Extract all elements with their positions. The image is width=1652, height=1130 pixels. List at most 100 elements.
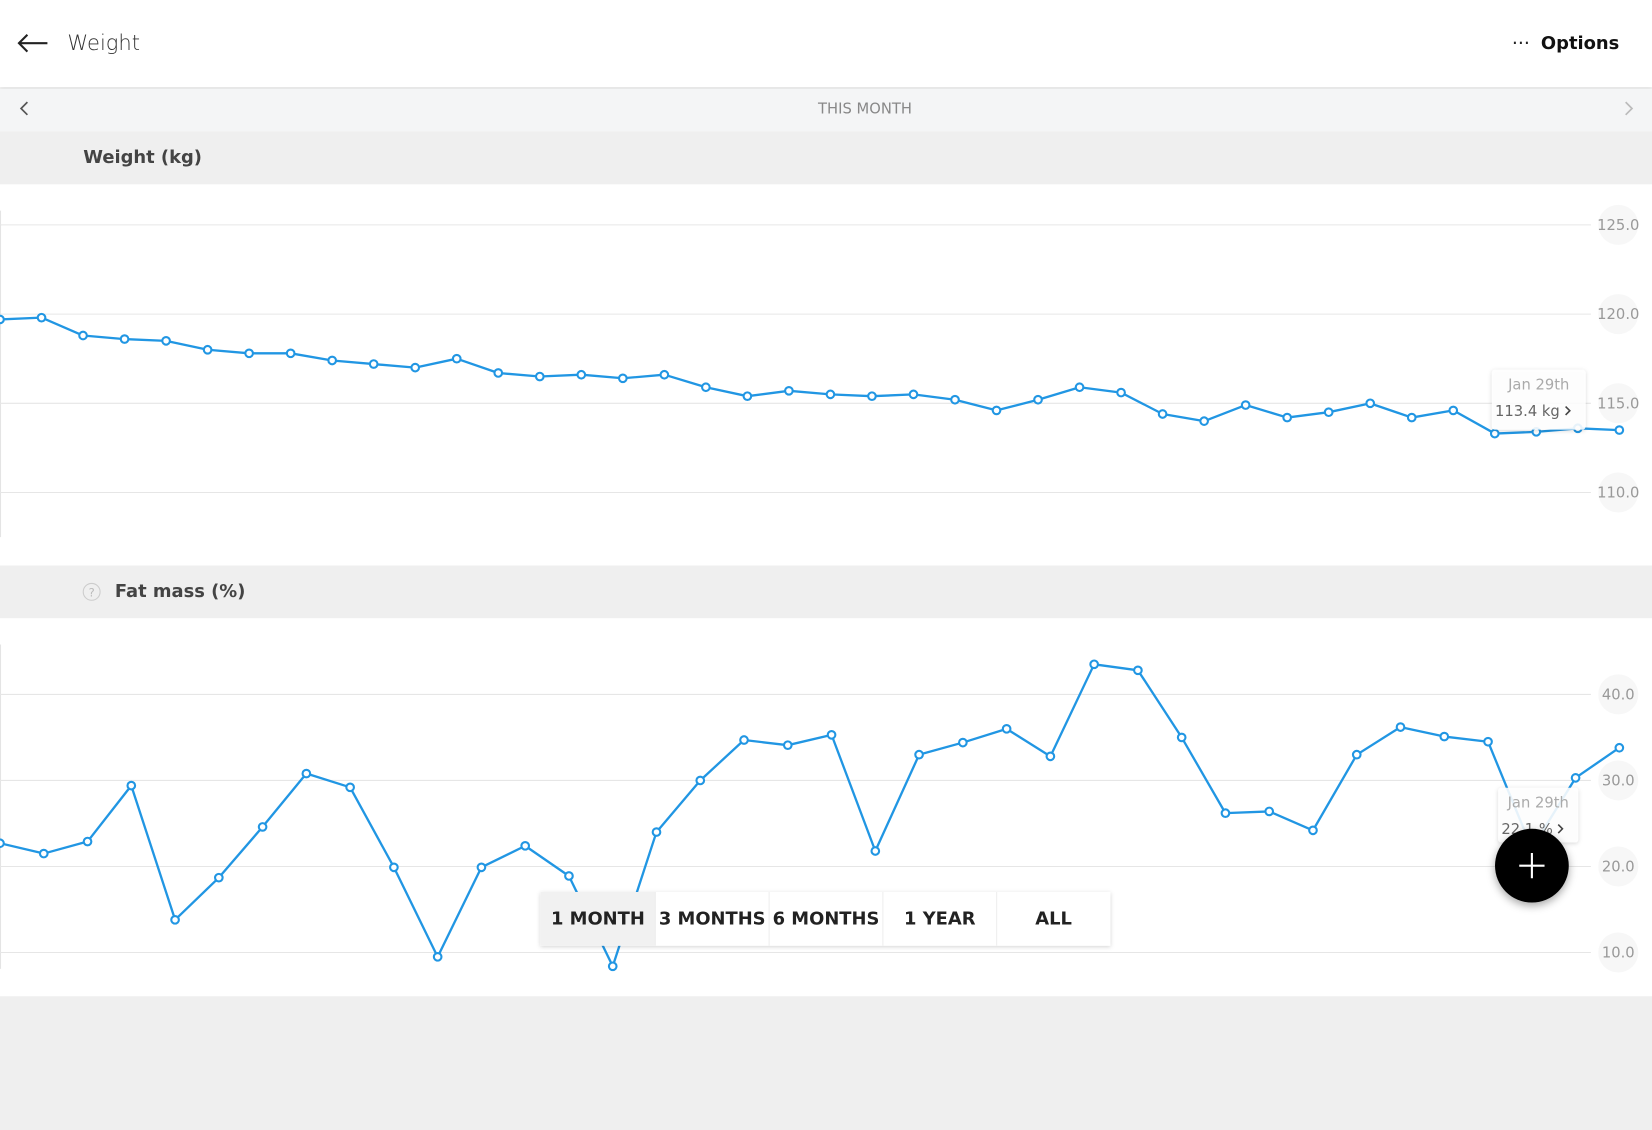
range-button[interactable]: 1 YEAR	[904, 908, 976, 929]
data-point[interactable]	[1448, 405, 1459, 416]
data-point[interactable]	[870, 846, 881, 856]
data-point[interactable]	[1133, 665, 1143, 676]
tick-bubble	[1598, 383, 1639, 424]
data-point[interactable]	[38, 848, 49, 859]
data-point[interactable]	[1406, 412, 1417, 423]
data-point[interactable]	[1199, 416, 1209, 426]
next-period[interactable]	[1625, 101, 1634, 116]
data-point[interactable]	[1365, 398, 1376, 409]
range-button[interactable]: ALL	[1035, 908, 1072, 929]
add-button[interactable]	[1495, 828, 1569, 903]
data-point[interactable]	[1351, 749, 1362, 760]
chart-title: Weight (kg)	[83, 147, 202, 168]
page-title: Weight	[67, 30, 140, 55]
data-point[interactable]	[327, 355, 338, 366]
data-point[interactable]	[784, 385, 794, 396]
prev-period[interactable]	[19, 101, 28, 116]
data-point[interactable]	[1282, 412, 1293, 423]
options-button[interactable]: Options	[1541, 33, 1619, 54]
data-point[interactable]	[659, 369, 670, 380]
data-point[interactable]	[867, 391, 877, 402]
data-point[interactable]	[257, 822, 268, 832]
data-point[interactable]	[285, 348, 296, 359]
data-point[interactable]	[825, 389, 836, 400]
data-point[interactable]	[1001, 723, 1012, 734]
data-point[interactable]	[695, 775, 706, 786]
data-point[interactable]	[170, 914, 180, 925]
data-point[interactable]	[739, 735, 749, 745]
tooltip-chevron	[1565, 405, 1571, 416]
data-point[interactable]	[742, 391, 753, 402]
y-tick-label: 125.0	[1597, 217, 1639, 234]
tick-bubble	[1598, 204, 1639, 245]
range-button[interactable]: 6 MONTHS	[773, 908, 880, 929]
data-point[interactable]	[1074, 382, 1085, 393]
data-point[interactable]	[1157, 409, 1168, 419]
data-point[interactable]	[36, 312, 47, 323]
data-point[interactable]	[534, 371, 545, 382]
add-button-icon	[1519, 853, 1545, 879]
data-point[interactable]	[1614, 425, 1625, 435]
data-point[interactable]	[1570, 773, 1581, 783]
data-point[interactable]	[1045, 751, 1056, 762]
data-point[interactable]	[493, 368, 504, 378]
chart: Weight (kg) 110.0 115.0 120.0 125.0 Jan 29th 1…	[0, 147, 1639, 538]
data-point[interactable]	[651, 827, 662, 837]
data-point[interactable]	[607, 961, 618, 972]
tooltip-date: Jan 29th	[1507, 376, 1569, 393]
data-point[interactable]	[368, 359, 379, 369]
data-point[interactable]	[1323, 407, 1334, 418]
data-point[interactable]	[1033, 394, 1043, 405]
data-point[interactable]	[520, 840, 531, 851]
data-point[interactable]	[950, 394, 960, 405]
data-point[interactable]	[908, 389, 919, 400]
data-point[interactable]	[576, 369, 587, 380]
data-point[interactable]	[161, 336, 171, 346]
data-point[interactable]	[476, 862, 487, 873]
data-point[interactable]	[1489, 428, 1500, 439]
data-point[interactable]	[1264, 806, 1275, 817]
data-point[interactable]	[1395, 722, 1406, 732]
data-point[interactable]	[1308, 825, 1318, 836]
data-point[interactable]	[389, 862, 399, 873]
back-button[interactable]	[17, 34, 48, 53]
options-dots[interactable]: ···	[1512, 33, 1530, 55]
data-point[interactable]	[826, 730, 837, 740]
data-point[interactable]	[617, 373, 628, 384]
data-point[interactable]	[432, 951, 443, 962]
data-point[interactable]	[451, 353, 462, 364]
data-point[interactable]	[202, 344, 213, 355]
data-point[interactable]	[244, 348, 254, 359]
data-point[interactable]	[1483, 736, 1493, 747]
data-point[interactable]	[1439, 731, 1450, 742]
data-point[interactable]	[1116, 387, 1126, 398]
data-point[interactable]	[958, 737, 968, 748]
data-point[interactable]	[301, 768, 312, 779]
data-point[interactable]	[119, 334, 130, 344]
data-point[interactable]	[82, 836, 93, 847]
data-point[interactable]	[78, 330, 88, 341]
data-point[interactable]	[1220, 808, 1231, 818]
data-point[interactable]	[1240, 400, 1251, 410]
tooltip-chevron	[1557, 824, 1564, 834]
range-button[interactable]: 1 MONTH	[551, 908, 645, 929]
data-point[interactable]	[410, 362, 421, 373]
tooltip[interactable]: Jan 29th 113.4 kg	[1491, 369, 1586, 430]
data-point[interactable]	[701, 382, 711, 393]
data-point[interactable]	[0, 838, 5, 849]
data-point[interactable]	[126, 780, 137, 791]
data-point[interactable]	[782, 740, 793, 751]
data-point[interactable]	[564, 871, 574, 881]
charts: Weight (kg) 110.0 115.0 120.0 125.0 Jan 29th 1…	[0, 147, 1639, 973]
data-point[interactable]	[1089, 659, 1099, 670]
data-point[interactable]	[914, 749, 924, 760]
help-icon[interactable]	[82, 582, 101, 601]
data-point[interactable]	[991, 405, 1002, 416]
range-button[interactable]: 3 MONTHS	[659, 908, 766, 929]
data-point[interactable]	[1176, 732, 1187, 743]
data-point[interactable]	[0, 314, 5, 325]
data-point[interactable]	[213, 872, 224, 883]
data-point[interactable]	[345, 782, 355, 793]
data-point[interactable]	[1614, 742, 1625, 753]
